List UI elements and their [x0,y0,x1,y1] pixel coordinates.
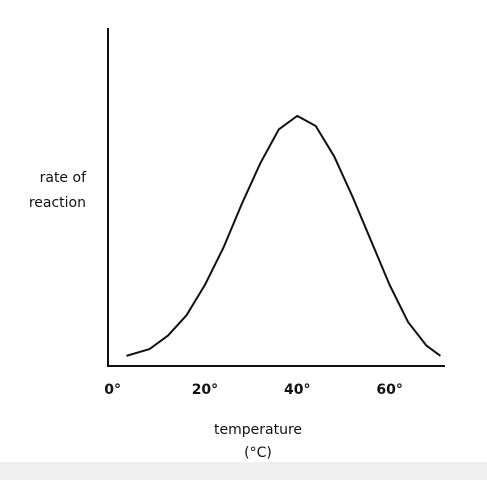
x-tick-label: 0° [104,382,121,398]
bottom-strip [0,462,487,480]
x-tick-label: 40° [284,382,310,398]
x-axis-label: (°C) [244,445,272,461]
y-axis-label: rate of [40,170,87,186]
x-tick-label: 60° [376,382,402,398]
x-axis-label: temperature [214,422,302,438]
y-axis-label: reaction [29,195,86,211]
curve [126,114,441,357]
x-tick-label: 20° [192,382,218,398]
